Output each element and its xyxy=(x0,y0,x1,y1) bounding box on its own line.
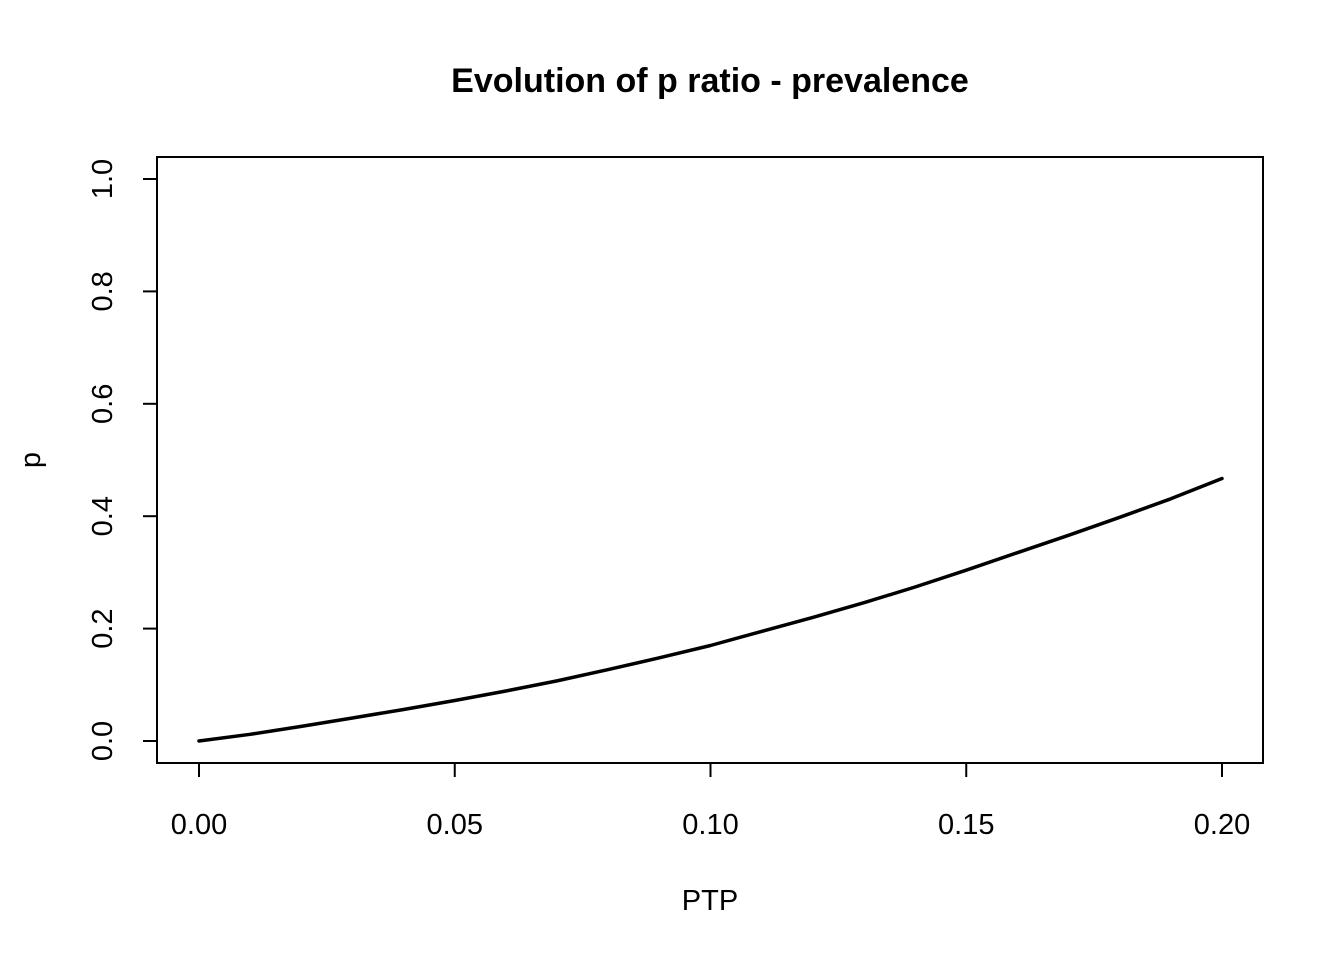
x-tick-label: 0.05 xyxy=(427,809,483,841)
x-tick-label: 0.10 xyxy=(682,809,738,841)
y-axis: 0.0 0.2 0.4 0.6 0.8 1.0 xyxy=(87,159,158,761)
x-tick-label: 0.20 xyxy=(1194,809,1250,841)
y-axis-label: p xyxy=(15,452,47,468)
series-line xyxy=(197,476,1224,743)
y-tick-label: 1.0 xyxy=(87,159,119,199)
x-axis-label: PTP xyxy=(682,885,738,917)
y-tick-label: 0.2 xyxy=(87,608,119,648)
y-tick-label: 0.6 xyxy=(87,384,119,424)
y-tick-label: 0.8 xyxy=(87,271,119,311)
x-axis: 0.00 0.05 0.10 0.15 0.20 xyxy=(171,762,1250,841)
x-tick-label: 0.15 xyxy=(938,809,994,841)
y-tick-label: 0.4 xyxy=(87,496,119,536)
plot-frame xyxy=(156,156,1264,764)
series-group xyxy=(197,476,1224,743)
y-tick-label: 0.0 xyxy=(87,721,119,761)
chart-title: Evolution of p ratio - prevalence xyxy=(451,62,969,100)
x-tick-label: 0.00 xyxy=(171,809,227,841)
